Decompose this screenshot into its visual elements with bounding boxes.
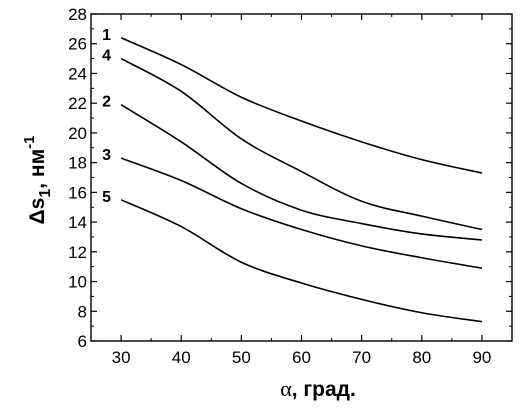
y-tick-label: 20: [68, 124, 87, 143]
y-axis-sub: 1: [37, 189, 54, 198]
y-axis-unit: , нм: [26, 149, 49, 189]
y-tick-label: 14: [68, 213, 87, 232]
y-tick-label: 22: [68, 94, 87, 113]
x-tick-label: 80: [412, 348, 431, 367]
series-label-1: 1: [102, 27, 111, 44]
y-tick-label: 16: [68, 183, 87, 202]
series-line-3: [121, 158, 482, 268]
x-tick-label: 40: [172, 348, 191, 367]
y-tick-label: 8: [78, 302, 87, 321]
x-tick-label: 50: [232, 348, 251, 367]
y-tick-label: 18: [68, 154, 87, 173]
y-axis-base: Δs: [26, 198, 49, 225]
series-label-4: 4: [102, 48, 111, 65]
x-tick-label: 90: [472, 348, 491, 367]
x-tick-label: 30: [112, 348, 131, 367]
y-tick-label: 12: [68, 243, 87, 262]
y-axis-sup: -1: [21, 136, 38, 149]
y-tick-label: 28: [68, 5, 87, 24]
series-line-1: [121, 38, 482, 173]
series-label-3: 3: [102, 147, 111, 164]
plot-frame: [91, 14, 512, 341]
x-tick-label: 70: [352, 348, 371, 367]
y-tick-label: 24: [68, 64, 87, 83]
series-label-2: 2: [102, 94, 111, 111]
y-tick-label: 10: [68, 273, 87, 292]
y-tick-label: 6: [78, 332, 87, 351]
x-axis-title: α, град.: [280, 376, 356, 401]
x-tick-label: 60: [292, 348, 311, 367]
x-axis-symbol: α: [280, 376, 292, 401]
y-axis-title: Δs1, нм-1: [21, 136, 54, 225]
series-label-5: 5: [102, 189, 111, 206]
x-axis-text: , град.: [292, 378, 356, 401]
series-line-4: [121, 59, 482, 230]
y-tick-label: 26: [68, 35, 87, 54]
